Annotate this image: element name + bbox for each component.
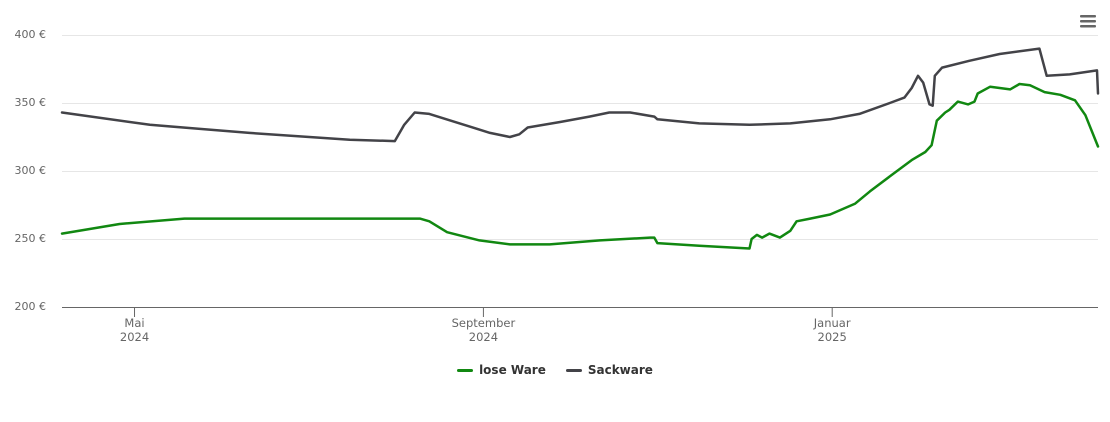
legend-item[interactable]: lose Ware <box>457 363 546 377</box>
y-tick-label: 400 € <box>15 28 47 41</box>
x-tick-label: September 2024 <box>451 316 516 344</box>
legend-swatch <box>457 368 474 372</box>
legend-item[interactable]: Sackware <box>565 363 653 377</box>
line-series <box>60 82 1100 250</box>
y-tick-label: 200 € <box>15 300 47 313</box>
menu-icon[interactable] <box>1080 15 1096 28</box>
line-series <box>60 47 1100 143</box>
y-tick-label: 300 € <box>15 164 47 177</box>
legend-label: lose Ware <box>479 363 546 377</box>
x-tick-label: Mai 2024 <box>119 316 150 344</box>
y-tick-label: 250 € <box>15 232 47 245</box>
legend-label: Sackware <box>587 363 653 377</box>
legend-swatch <box>565 368 582 372</box>
x-tick-label: Januar 2025 <box>813 316 851 344</box>
legend: lose Ware Sackware <box>0 363 1110 377</box>
y-tick-label: 350 € <box>15 96 47 109</box>
